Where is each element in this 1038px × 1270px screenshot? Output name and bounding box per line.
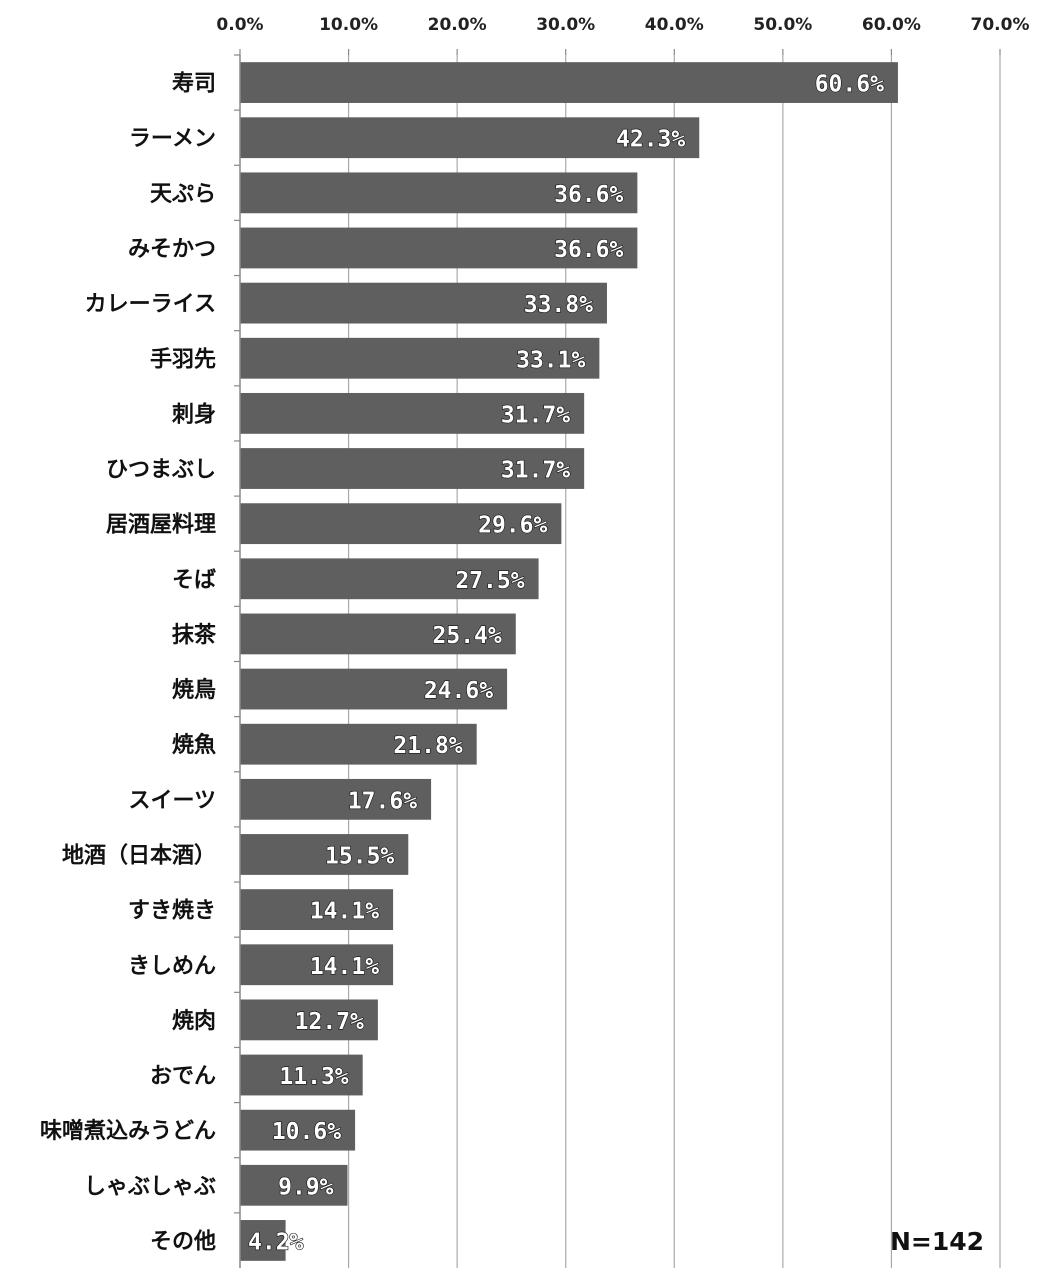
category-label: カレーライス <box>85 292 216 317</box>
data-label: 31.7% <box>501 402 570 428</box>
category-label: しゃぶしゃぶ <box>84 1174 216 1199</box>
data-label: 14.1% <box>310 899 379 925</box>
bar <box>240 227 638 269</box>
bar <box>240 1109 356 1151</box>
x-tick-label: 60.0% <box>862 15 921 35</box>
bar <box>240 62 898 103</box>
bar <box>240 337 600 379</box>
bar <box>240 944 394 986</box>
category-label: 居酒屋料理 <box>106 513 216 538</box>
category-label: その他 <box>150 1229 216 1254</box>
x-tick-label: 70.0% <box>971 15 1030 35</box>
bar <box>240 999 378 1041</box>
x-tick-label: 40.0% <box>645 15 704 35</box>
bar <box>240 834 409 875</box>
bar <box>240 503 562 545</box>
category-label: 刺身 <box>172 401 216 427</box>
data-label: 29.6% <box>478 513 547 539</box>
data-label: 42.3% <box>616 127 685 153</box>
bar <box>240 1220 286 1261</box>
category-label: ひつまぶし <box>106 458 216 483</box>
x-tick-label: 10.0% <box>319 15 378 35</box>
data-label: 11.3% <box>279 1064 348 1090</box>
data-label: 25.4% <box>433 623 502 649</box>
data-label: 17.6% <box>348 788 417 814</box>
category-label: そば <box>172 568 216 593</box>
bar <box>240 448 585 489</box>
category-labels: 寿司ラーメン天ぷらみそかつカレーライス手羽先刺身ひつまぶし居酒屋料理そば抹茶焼鳥… <box>40 71 217 1255</box>
bar <box>240 889 394 931</box>
category-label: みそかつ <box>128 237 216 262</box>
data-label: 10.6% <box>272 1119 341 1145</box>
bar <box>240 558 539 600</box>
sample-size-note: N=142 <box>890 1227 984 1256</box>
data-label: 12.7% <box>295 1009 364 1035</box>
data-label: 9.9% <box>278 1174 334 1200</box>
category-label: 抹茶 <box>172 623 217 648</box>
data-label: 33.8% <box>524 292 593 318</box>
bar <box>240 778 432 820</box>
data-label: 15.5% <box>325 843 394 869</box>
bars <box>234 54 898 1261</box>
category-label: 地酒（日本酒） <box>62 843 216 868</box>
bar <box>240 1054 363 1096</box>
category-label: 手羽先 <box>150 347 216 372</box>
data-label: 14.1% <box>310 954 379 980</box>
category-label: スイーツ <box>128 788 216 813</box>
bar <box>240 613 516 655</box>
data-label: 33.1% <box>516 347 585 373</box>
data-label: 60.6% <box>815 72 884 98</box>
category-label: ラーメン <box>129 127 216 152</box>
data-label: 27.5% <box>455 568 524 594</box>
bar <box>240 172 638 214</box>
x-axis-ticks: 0.0% 10.0% 20.0% 30.0% 40.0% 50.0% 60.0% 70.0% <box>216 15 1029 55</box>
x-tick-label: 50.0% <box>753 15 812 35</box>
data-label: 36.6% <box>554 237 623 263</box>
category-label: 焼鳥 <box>172 677 216 703</box>
category-label: 天ぷら <box>150 182 216 207</box>
bar <box>240 1164 348 1206</box>
category-label: 焼魚 <box>172 732 216 758</box>
bar <box>240 117 700 159</box>
category-label: 焼肉 <box>172 1008 216 1034</box>
data-label: 4.2% <box>248 1229 304 1255</box>
data-label: 36.6% <box>554 182 623 208</box>
data-label: 31.7% <box>501 458 570 484</box>
x-tick-label: 20.0% <box>428 15 487 35</box>
x-tick-label: 30.0% <box>536 15 595 35</box>
category-label: 味噌煮込みうどん <box>40 1118 216 1144</box>
data-label: 21.8% <box>393 733 462 759</box>
bar <box>240 392 585 434</box>
data-labels: 60.6% 42.3% 36.6% 36.6% 33.8% 33.1% 31.7% 31.7%… <box>247 71 884 1256</box>
bar <box>240 282 607 324</box>
category-label: きしめん <box>128 954 216 979</box>
data-label: 24.6% <box>424 678 493 704</box>
category-label: 寿司 <box>172 71 216 97</box>
x-tick-label: 0.0% <box>216 15 263 35</box>
category-label: すき焼き <box>128 898 216 924</box>
bar <box>240 668 508 710</box>
bar <box>240 723 477 765</box>
category-label: おでん <box>150 1064 216 1089</box>
